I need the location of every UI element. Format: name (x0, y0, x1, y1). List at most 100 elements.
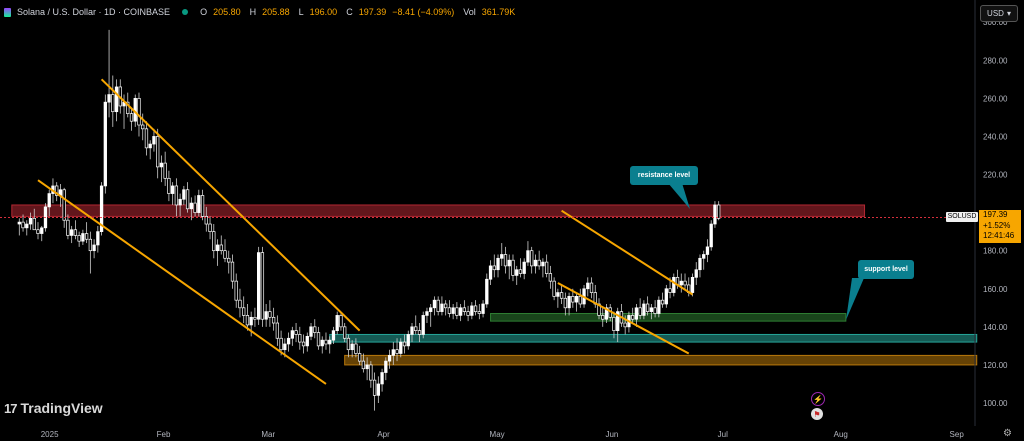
candle-body (271, 316, 276, 324)
candle-body (544, 261, 549, 274)
support-callout[interactable]: support level (858, 260, 914, 279)
candle-body (73, 229, 78, 236)
channel-line[interactable] (37, 179, 327, 385)
candle-body (227, 257, 231, 263)
ohlc-low-value: 196.00 (309, 7, 338, 17)
candle-body (298, 334, 302, 343)
channel-line[interactable] (561, 209, 694, 296)
currency-selector[interactable]: USD ▾ (980, 5, 1018, 22)
price-tick-label: 300.00 (983, 18, 1008, 27)
candle-body (425, 311, 429, 316)
candle-body (215, 244, 220, 252)
ohlc-high-value: 205.88 (262, 7, 290, 17)
symbol-title[interactable]: Solana / U.S. Dollar · 1D · COINBASE (17, 7, 171, 17)
zone-support-upper[interactable] (490, 313, 847, 322)
zone-support-lower[interactable] (344, 354, 978, 366)
candle-body (664, 288, 668, 305)
candle-body (66, 219, 70, 236)
channel-line[interactable] (100, 78, 361, 332)
candle-body (238, 299, 242, 309)
candle-body (47, 193, 51, 208)
zone-layer (11, 204, 978, 366)
candle-body (84, 233, 89, 240)
candle-body (705, 246, 710, 255)
candle-body (170, 185, 175, 194)
candle-body (144, 128, 149, 149)
candle-body (410, 326, 414, 335)
candle-body (395, 349, 399, 354)
candle-body (589, 282, 594, 293)
resistance-callout-pointer (668, 183, 690, 209)
candle-body (92, 244, 96, 252)
channel-line[interactable] (557, 282, 690, 355)
time-tick-label: Aug (834, 430, 848, 439)
candle-body (152, 136, 156, 145)
lightning-event-icon[interactable]: ⚡ (811, 392, 825, 406)
candle-body (81, 233, 85, 242)
candle-body (21, 221, 25, 229)
candle-body (99, 185, 104, 232)
candle-body (376, 383, 380, 396)
candle-body (500, 254, 504, 259)
zone-support-mid[interactable] (329, 333, 978, 343)
time-tick-label: Feb (157, 430, 171, 439)
candle-body (40, 227, 44, 234)
candle-body (455, 307, 459, 316)
candle-body (253, 316, 257, 320)
us-flag-event-icon[interactable]: ⚑ (811, 408, 823, 420)
gear-icon[interactable]: ⚙ (1003, 428, 1012, 439)
candle-body (208, 223, 212, 232)
candle-body (488, 265, 493, 280)
candle-body (32, 217, 36, 231)
candle-body (163, 162, 167, 179)
candle-body (96, 231, 100, 246)
candle-body (631, 315, 635, 320)
candle-body (548, 273, 553, 282)
candle-body (556, 292, 560, 297)
candle-body (279, 337, 283, 351)
candle-body (178, 198, 182, 206)
candle-body (507, 259, 511, 267)
candle-body (230, 261, 235, 282)
candle-body (717, 204, 721, 219)
candle-body (492, 265, 496, 271)
candle-body (451, 307, 455, 314)
candle-body (496, 257, 500, 271)
candle-body (604, 307, 609, 320)
candle-body (597, 303, 601, 316)
candle-body (245, 315, 250, 326)
channel-layer (37, 78, 694, 385)
candle-body (552, 280, 556, 297)
candle-body (586, 282, 590, 290)
candle-body (339, 315, 343, 328)
candle-layer (17, 29, 721, 411)
candle-body (182, 189, 186, 200)
candle-body (649, 307, 654, 312)
candle-body (200, 195, 205, 217)
candle-body (503, 254, 508, 267)
candle-body (522, 261, 526, 274)
ohlc-open-value: 205.80 (213, 7, 241, 17)
candle-body (111, 94, 115, 113)
candle-body (440, 303, 444, 312)
ohlc-close-label: C (346, 7, 353, 17)
candle-body (679, 280, 683, 286)
price-tick-label: 240.00 (983, 132, 1008, 141)
candle-body (518, 269, 523, 274)
candle-body (25, 223, 29, 229)
zone-resistance[interactable] (11, 204, 866, 217)
candle-body (638, 307, 642, 316)
candle-body (301, 341, 306, 347)
time-axis: 2025 Feb Mar Apr May Jun Jul Aug Sep (41, 430, 965, 439)
candle-body (391, 349, 395, 356)
candle-body (372, 379, 377, 396)
candle-body (578, 296, 582, 305)
candle-body (660, 299, 665, 305)
candle-body (698, 257, 702, 271)
candle-body (537, 259, 541, 267)
resistance-callout[interactable]: resistance level (630, 166, 698, 185)
candle-body (421, 315, 425, 335)
candle-body (612, 316, 616, 331)
candle-body (533, 259, 538, 267)
